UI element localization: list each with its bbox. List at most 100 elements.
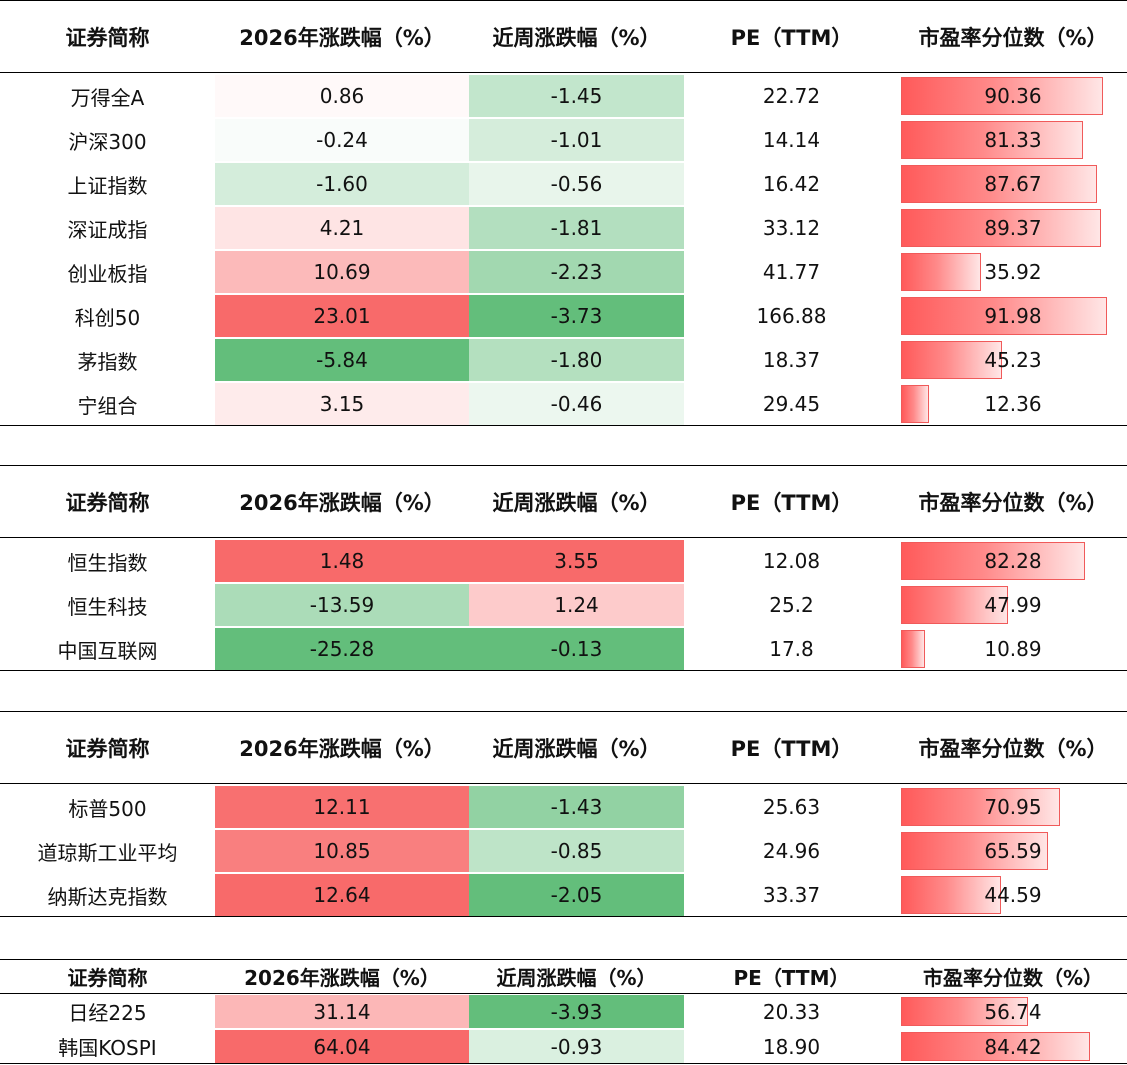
pe-percentile-cell: 45.23 [899, 338, 1127, 382]
table-row: 恒生科技 -13.59 1.24 25.2 47.99 [0, 583, 1127, 627]
header-pct: 市盈率分位数（%） [918, 25, 1108, 50]
pe-percentile-cell: 12.36 [899, 382, 1127, 426]
table-header: 证券简称 2026年涨跌幅（%） 近周涨跌幅（%） PE（TTM） 市盈率分位数（%） [0, 465, 1127, 538]
pe-percentile-value: 89.37 [984, 216, 1042, 240]
week-change-value: -2.05 [469, 874, 684, 916]
pe-percentile-databar-track: 90.36 [901, 74, 1125, 118]
header-week: 近周涨跌幅（%） [496, 966, 657, 990]
pe-percentile-value: 45.23 [984, 348, 1042, 372]
ytd-change-value: 10.69 [215, 251, 469, 293]
table-bottom-border [0, 916, 1127, 917]
pe-percentile-databar [901, 1032, 1091, 1061]
table-header: 证券简称 2026年涨跌幅（%） 近周涨跌幅（%） PE（TTM） 市盈率分位数（%） [0, 0, 1127, 73]
header-ytd: 2026年涨跌幅（%） [244, 966, 440, 990]
pe-ttm-value: 29.45 [762, 392, 821, 416]
header-week: 近周涨跌幅（%） [492, 25, 661, 50]
week-change-value: -1.45 [469, 75, 684, 117]
pe-percentile-value: 91.98 [984, 304, 1042, 328]
table-bottom-border [0, 1063, 1127, 1064]
ytd-change-value: 64.04 [215, 1030, 469, 1063]
pe-percentile-databar [901, 209, 1102, 247]
security-name: 万得全A [70, 85, 145, 110]
week-change-value: -0.46 [469, 383, 684, 425]
pe-percentile-databar-track: 87.67 [901, 162, 1125, 206]
ytd-change-value: -13.59 [215, 584, 469, 626]
pe-percentile-databar [901, 297, 1108, 335]
pe-ttm-value: 25.63 [762, 795, 821, 819]
ytd-change-value: 23.01 [215, 295, 469, 337]
ytd-change-value: 4.21 [215, 207, 469, 249]
table-header: 证券简称 2026年涨跌幅（%） 近周涨跌幅（%） PE（TTM） 市盈率分位数（%） [0, 711, 1127, 784]
pe-percentile-databar [901, 788, 1060, 826]
table-row: 科创50 23.01 -3.73 166.88 91.98 [0, 294, 1127, 338]
header-ytd: 2026年涨跌幅（%） [239, 736, 445, 761]
pe-percentile-databar-track: 12.36 [901, 382, 1125, 426]
header-week: 近周涨跌幅（%） [492, 736, 661, 761]
ytd-change-value: -5.84 [215, 339, 469, 381]
security-name: 沪深300 [68, 129, 147, 154]
pe-percentile-value: 81.33 [984, 128, 1042, 152]
table-header: 证券简称 2026年涨跌幅（%） 近周涨跌幅（%） PE（TTM） 市盈率分位数（%） [0, 959, 1127, 994]
pe-percentile-value: 90.36 [984, 84, 1042, 108]
pe-percentile-databar [901, 997, 1029, 1026]
security-name: 恒生科技 [67, 594, 148, 619]
header-pe: PE（TTM） [730, 736, 853, 761]
pe-percentile-value: 44.59 [984, 883, 1042, 907]
pe-percentile-databar-track: 45.23 [901, 338, 1125, 382]
pe-ttm-value: 18.90 [762, 1034, 821, 1059]
pe-percentile-databar [901, 542, 1086, 580]
security-name: 日经225 [68, 1001, 147, 1025]
pe-percentile-databar [901, 876, 1001, 914]
pe-percentile-cell: 87.67 [899, 162, 1127, 206]
week-change-value: -0.13 [469, 628, 684, 670]
pe-percentile-databar-track: 44.59 [901, 873, 1125, 917]
header-pe: PE（TTM） [730, 490, 853, 515]
security-name: 标普500 [68, 796, 147, 821]
pe-percentile-databar-track: 70.95 [901, 785, 1125, 829]
pe-percentile-databar-track: 47.99 [901, 583, 1125, 627]
pe-percentile-cell: 10.89 [899, 627, 1127, 671]
pe-ttm-value: 20.33 [762, 999, 821, 1024]
table-row: 茅指数 -5.84 -1.80 18.37 45.23 [0, 338, 1127, 382]
pe-percentile-cell: 91.98 [899, 294, 1127, 338]
table-row: 上证指数 -1.60 -0.56 16.42 87.67 [0, 162, 1127, 206]
pe-ttm-value: 18.37 [762, 348, 821, 372]
header-pct: 市盈率分位数（%） [918, 736, 1108, 761]
pe-percentile-databar-track: 91.98 [901, 294, 1125, 338]
pe-percentile-cell: 90.36 [899, 74, 1127, 118]
pe-percentile-databar-track: 84.42 [901, 1029, 1125, 1064]
security-name: 茅指数 [77, 349, 138, 374]
pe-ttm-value: 14.14 [762, 128, 821, 152]
table-row: 深证成指 4.21 -1.81 33.12 89.37 [0, 206, 1127, 250]
table-row: 标普500 12.11 -1.43 25.63 70.95 [0, 785, 1127, 829]
pe-ttm-value: 16.42 [762, 172, 821, 196]
week-change-value: -1.01 [469, 119, 684, 161]
table-row: 创业板指 10.69 -2.23 41.77 35.92 [0, 250, 1127, 294]
header-name: 证券简称 [65, 490, 150, 515]
header-name: 证券简称 [65, 25, 150, 50]
pe-percentile-databar [901, 165, 1098, 203]
week-change-value: -0.56 [469, 163, 684, 205]
week-change-value: 1.24 [469, 584, 684, 626]
pe-percentile-databar [901, 586, 1009, 624]
ytd-change-value: 31.14 [215, 995, 469, 1028]
pe-percentile-cell: 84.42 [899, 1029, 1127, 1064]
week-change-value: -1.81 [469, 207, 684, 249]
week-change-value: -0.85 [469, 830, 684, 872]
table-row: 沪深300 -0.24 -1.01 14.14 81.33 [0, 118, 1127, 162]
pe-ttm-value: 22.72 [762, 84, 821, 108]
pe-percentile-cell: 35.92 [899, 250, 1127, 294]
pe-percentile-databar-track: 81.33 [901, 118, 1125, 162]
table-row: 日经225 31.14 -3.93 20.33 56.74 [0, 994, 1127, 1029]
table-bottom-border [0, 670, 1127, 671]
header-pct: 市盈率分位数（%） [922, 966, 1104, 990]
ytd-change-value: 12.11 [215, 786, 469, 828]
security-name: 道琼斯工业平均 [37, 840, 178, 865]
pe-ttm-value: 33.12 [762, 216, 821, 240]
pe-percentile-value: 70.95 [984, 795, 1042, 819]
week-change-value: -3.73 [469, 295, 684, 337]
table-row: 宁组合 3.15 -0.46 29.45 12.36 [0, 382, 1127, 426]
week-change-value: 3.55 [469, 540, 684, 582]
pe-percentile-databar [901, 341, 1003, 379]
week-change-value: -1.80 [469, 339, 684, 381]
